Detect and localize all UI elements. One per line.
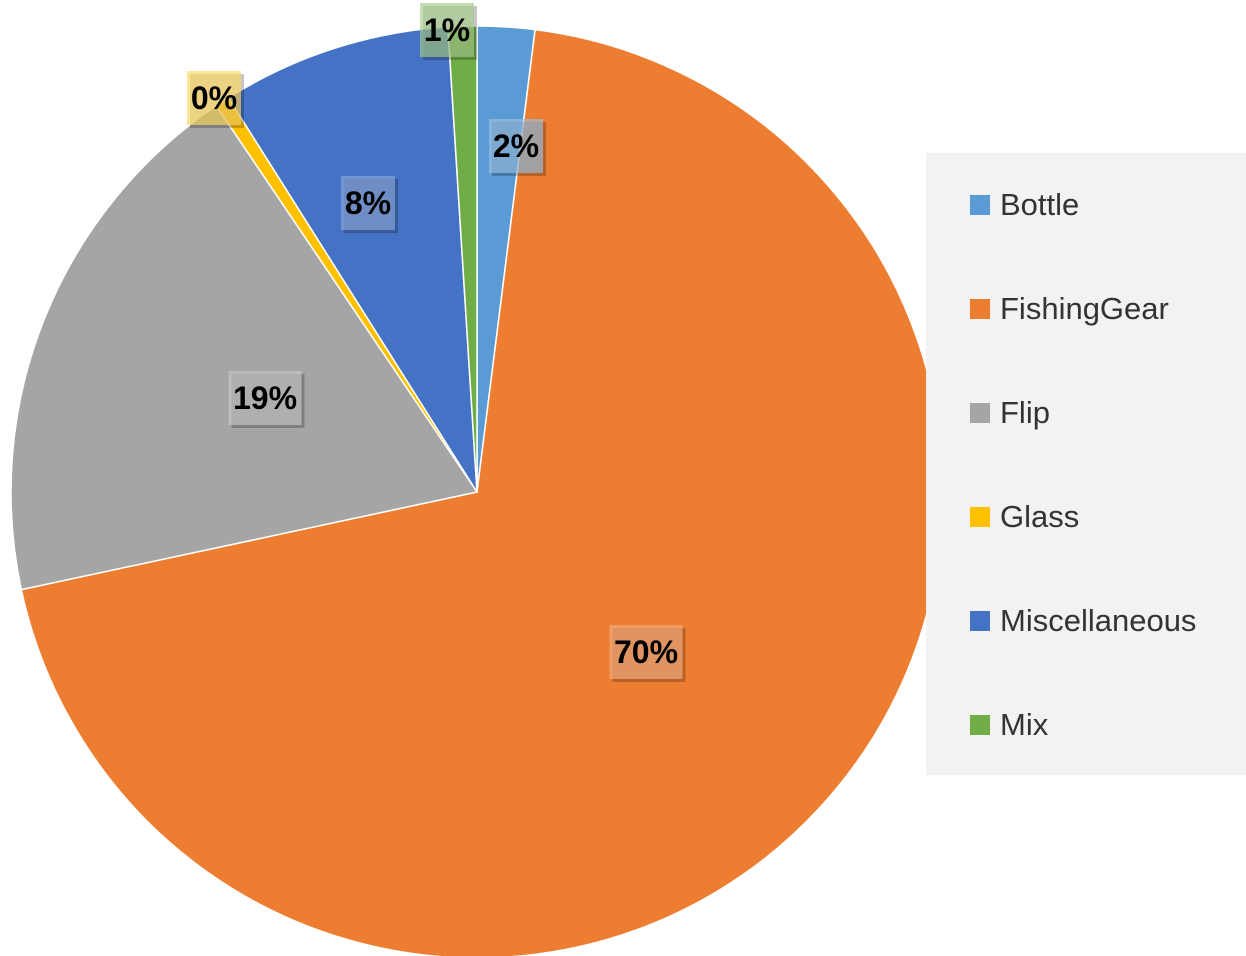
data-label-bottle: 2% [489,119,546,176]
legend-label: Glass [1000,499,1079,535]
data-label-text-fishinggear: 70% [614,634,678,670]
data-label-text-mix: 1% [424,12,470,48]
legend-item-bottle: Bottle [970,185,1079,225]
data-label-text-miscellaneous: 8% [345,185,391,221]
legend: Bottle FishingGear Flip Glass Miscellaneous M… [926,153,1246,775]
legend-swatch [970,507,990,527]
data-label-text-glass: 0% [191,80,237,116]
data-label-text-flip: 19% [233,380,297,416]
legend-swatch [970,715,990,735]
data-label-text-bottle: 2% [493,128,539,164]
legend-swatch [970,195,990,215]
slices-layer [11,26,943,956]
legend-item-miscellaneous: Miscellaneous [970,601,1196,641]
legend-label: Flip [1000,395,1050,431]
legend-item-flip: Flip [970,393,1050,433]
data-label-fishinggear: 70% [610,625,686,682]
data-label-mix: 1% [420,3,477,60]
data-label-glass: 0% [187,71,244,128]
legend-label: Miscellaneous [1000,603,1196,639]
legend-item-mix: Mix [970,705,1048,745]
data-label-miscellaneous: 8% [341,176,398,233]
legend-swatch [970,299,990,319]
legend-item-fishinggear: FishingGear [970,289,1169,329]
legend-label: FishingGear [1000,291,1169,327]
legend-label: Mix [1000,707,1048,743]
legend-swatch [970,403,990,423]
data-label-flip: 19% [229,371,305,428]
legend-label: Bottle [1000,187,1079,223]
legend-item-glass: Glass [970,497,1079,537]
legend-swatch [970,611,990,631]
